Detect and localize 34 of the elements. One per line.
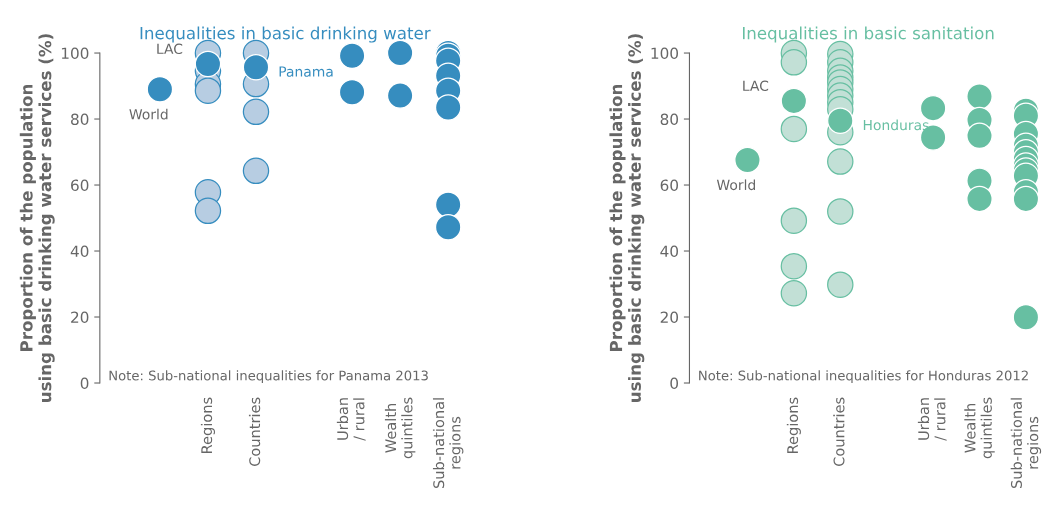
y-tick-label: 100 [61, 47, 89, 60]
series-label: World [716, 179, 755, 191]
x-tick-label: Wealth quintiles [384, 397, 416, 459]
y-tick-label: 80 [71, 113, 89, 126]
y-tick-label: 80 [660, 113, 679, 126]
y-axis-title: Proportion of the population using basic drinking water services (%) [19, 34, 55, 402]
chart-title: Inequalities in basic drinking water [140, 26, 431, 43]
series-label: LAC [743, 80, 769, 92]
y-tick-label: 100 [651, 47, 679, 60]
series-label: LAC [157, 43, 183, 55]
annotation: Note: Sub-national inequalities for Honduras 2012 [699, 370, 1028, 384]
y-tick-label: 20 [660, 311, 679, 324]
y-tick-label: 40 [70, 245, 89, 258]
x-tick-label: Regions [786, 397, 801, 453]
x-tick-label: Sub-national regions [1010, 398, 1042, 489]
y-tick-label: 0 [670, 377, 679, 390]
series-label: World [129, 108, 168, 120]
series-label: Honduras [863, 119, 929, 131]
x-tick-label: Countries [248, 397, 261, 467]
y-tick-label: 20 [71, 311, 89, 324]
y-axis-title: Proportion of the population using basic drinking water services (%) [609, 34, 645, 402]
x-tick-label: Urban / rural [917, 398, 947, 441]
chart-title: Inequalities in basic sanitation [742, 26, 994, 43]
x-tick-label: Urban / rural [336, 398, 366, 441]
x-tick-label: Wealth quintiles [964, 397, 995, 459]
x-tick-label: Regions [200, 397, 215, 453]
x-tick-label: Countries [833, 397, 845, 467]
y-tick-label: 40 [660, 245, 679, 258]
y-tick-label: 0 [80, 377, 89, 390]
series-label: Panama [279, 66, 333, 77]
annotation: Note: Sub-national inequalities for Panama 2013 [109, 370, 428, 384]
x-tick-label: Sub-national regions [432, 398, 464, 489]
y-tick-label: 60 [660, 179, 679, 192]
y-tick-label: 60 [71, 179, 89, 192]
